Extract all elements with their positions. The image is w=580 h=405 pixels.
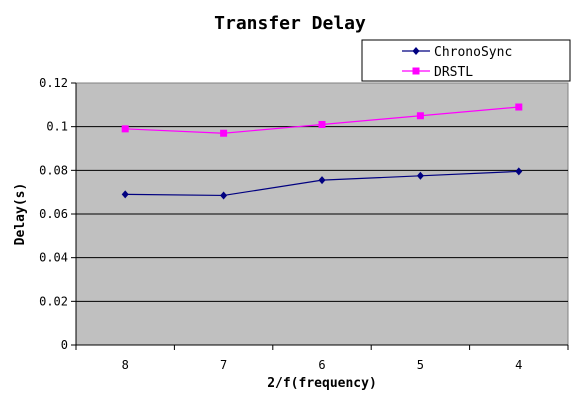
data-point-drstl	[515, 103, 523, 111]
series-chronosync	[121, 167, 523, 200]
data-point-drstl	[220, 129, 228, 137]
x-tick-label: 6	[318, 358, 325, 372]
data-point-chronosync	[416, 171, 424, 180]
y-tick-label: 0.06	[39, 207, 68, 221]
legend-item-chronosync: ChronoSync	[402, 45, 512, 60]
legend-box	[361, 39, 571, 82]
x-tick-label: 4	[515, 358, 522, 372]
x-axis-ticks: 8 7 6 5 4	[75, 345, 569, 372]
legend-marker	[412, 67, 420, 75]
series-drstl	[121, 103, 523, 137]
y-tick-label: 0.1	[46, 120, 68, 134]
y-tick-label: 0.08	[39, 163, 68, 177]
data-point-chronosync	[220, 191, 228, 200]
legend: ChronoSync DRSTL	[361, 39, 571, 82]
y-tick-label: 0.02	[39, 294, 68, 308]
legend-label: ChronoSync	[434, 45, 512, 60]
y-tick-label: 0.12	[39, 76, 68, 90]
data-point-drstl	[121, 125, 129, 133]
x-tick-label: 7	[220, 358, 227, 372]
legend-label: DRSTL	[434, 65, 473, 80]
data-point-chronosync	[121, 190, 129, 199]
y-tick-label: 0.04	[39, 251, 68, 265]
data-point-chronosync	[515, 167, 523, 176]
legend-items: ChronoSync DRSTL	[402, 45, 512, 80]
x-axis-label: 2/f(frequency)	[267, 376, 377, 391]
y-axis-label: Delay(s)	[13, 183, 28, 246]
y-tick-label: 0	[61, 338, 68, 352]
series-layer	[121, 103, 523, 200]
x-tick-label: 5	[417, 358, 424, 372]
chart-title: Transfer Delay	[214, 13, 366, 34]
x-tick-label: 8	[122, 358, 129, 372]
data-point-drstl	[318, 120, 326, 128]
legend-marker	[412, 47, 420, 55]
y-axis-ticks: 0 0.02 0.04 0.06 0.08 0.1 0.12	[39, 76, 76, 352]
data-point-chronosync	[318, 176, 326, 185]
legend-item-drstl: DRSTL	[402, 65, 473, 80]
data-point-drstl	[416, 112, 424, 120]
